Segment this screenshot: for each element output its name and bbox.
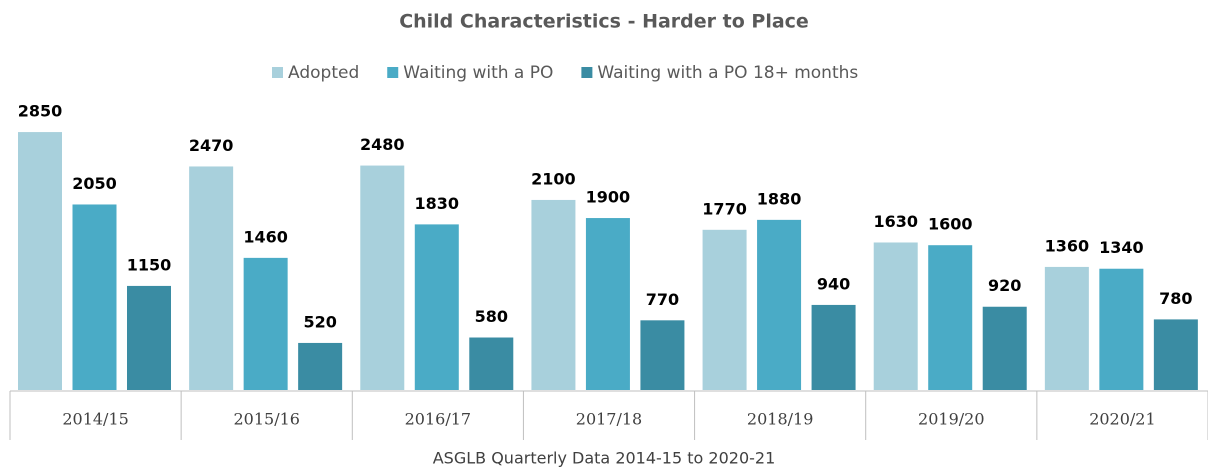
bar [531, 199, 576, 390]
x-tick-label: 2014/15 [62, 410, 128, 429]
bar [585, 218, 630, 390]
bar [189, 166, 234, 390]
data-label: 1600 [928, 215, 973, 234]
bar [1153, 319, 1198, 390]
data-label: 1630 [873, 212, 918, 231]
bar [757, 219, 802, 390]
data-label: 1340 [1099, 238, 1144, 257]
legend-swatch [272, 67, 283, 78]
bar [982, 306, 1027, 390]
bar [928, 245, 973, 390]
bar [1099, 268, 1144, 390]
data-label: 770 [646, 290, 679, 309]
data-label: 1830 [415, 194, 460, 213]
x-axis-title: ASGLB Quarterly Data 2014-15 to 2020-21 [433, 449, 776, 468]
data-label: 580 [475, 307, 508, 326]
data-label: 1900 [586, 188, 631, 207]
x-tick-label: 2017/18 [576, 410, 642, 429]
legend-label: Waiting with a PO 18+ months [597, 63, 858, 83]
data-label: 940 [817, 274, 850, 293]
bar [72, 204, 117, 390]
data-label: 2470 [189, 136, 234, 155]
legend-swatch [387, 67, 399, 78]
x-tick-label: 2018/19 [747, 410, 813, 429]
data-label: 1460 [243, 227, 288, 246]
data-label: 520 [303, 312, 336, 331]
bar [360, 165, 405, 390]
bar [127, 285, 171, 390]
data-label: 920 [988, 276, 1021, 295]
legend-label: Waiting with a PO [403, 63, 553, 83]
bar [640, 320, 685, 390]
bar [469, 337, 514, 390]
data-label: 2850 [18, 102, 63, 121]
data-label: 1360 [1045, 236, 1090, 255]
bar [811, 304, 856, 390]
x-tick-label: 2019/20 [918, 410, 984, 429]
data-label: 780 [1159, 289, 1192, 308]
bar [1044, 266, 1089, 390]
bar [414, 224, 459, 390]
x-tick-label: 2015/16 [233, 410, 299, 429]
legend-swatch [581, 67, 593, 78]
chart-title: Child Characteristics - Harder to Place [399, 11, 809, 33]
bar [18, 132, 62, 390]
bar [298, 342, 343, 390]
data-label: 1880 [757, 189, 802, 208]
data-label: 2480 [360, 135, 405, 154]
data-label: 1770 [702, 199, 747, 218]
x-tick-label: 2016/17 [405, 410, 471, 429]
data-label: 1150 [127, 255, 172, 274]
bar [702, 229, 747, 390]
bar [873, 242, 918, 390]
bar [243, 257, 288, 390]
data-label: 2050 [72, 174, 117, 193]
x-tick-label: 2020/21 [1089, 410, 1155, 429]
legend-label: Adopted [288, 63, 359, 83]
data-label: 2100 [531, 169, 576, 188]
